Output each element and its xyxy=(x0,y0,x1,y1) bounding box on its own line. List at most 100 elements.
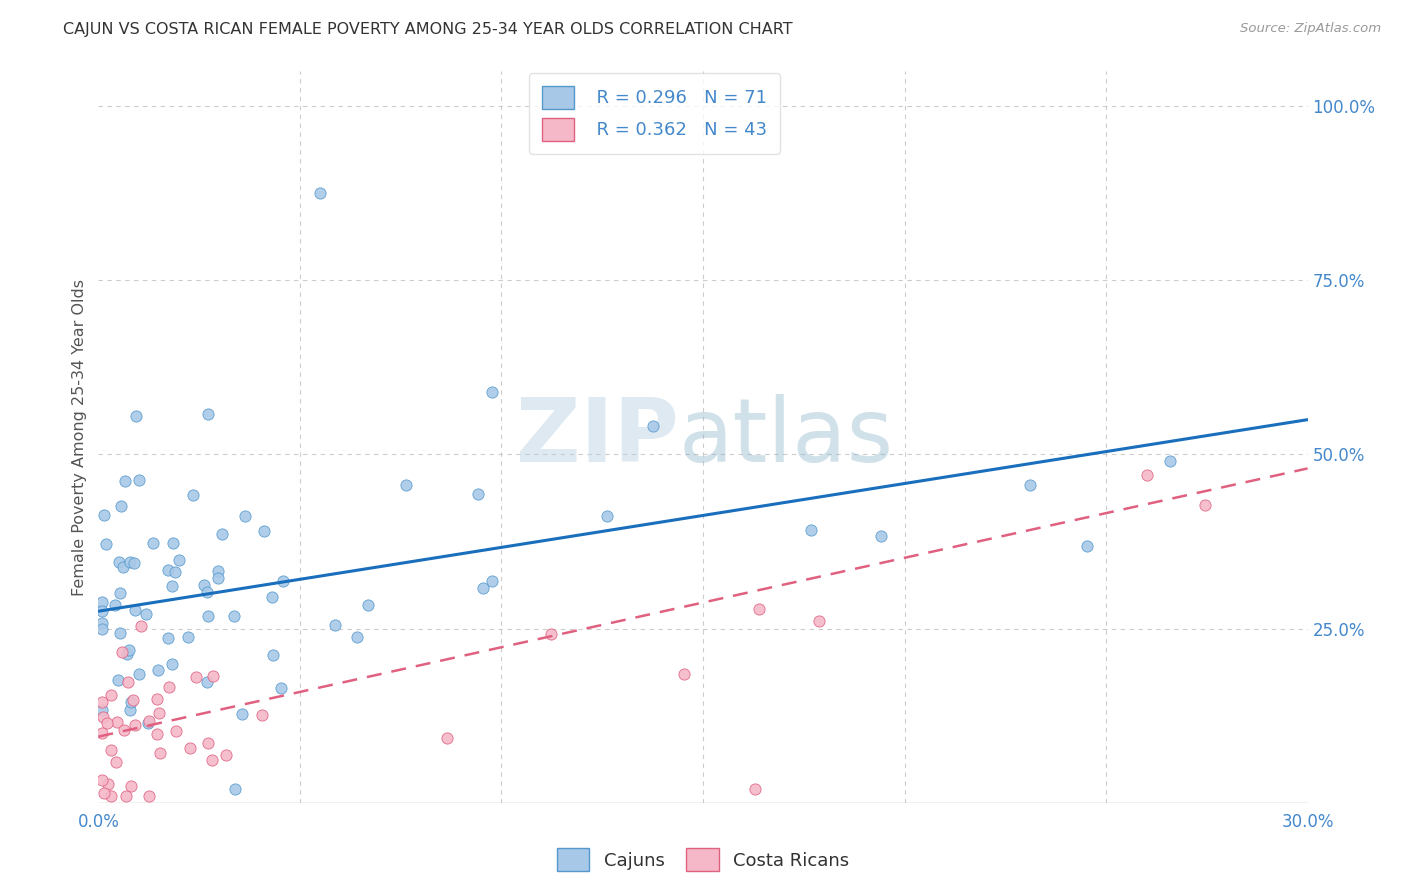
Point xyxy=(207,571,229,585)
Point xyxy=(224,781,246,796)
Point xyxy=(156,631,179,645)
Point xyxy=(179,740,201,755)
Point xyxy=(91,604,114,618)
Y-axis label: Female Poverty Among 25-34 Year Olds: Female Poverty Among 25-34 Year Olds xyxy=(72,278,87,596)
Point xyxy=(1194,499,1216,513)
Point xyxy=(91,710,114,724)
Point xyxy=(870,529,893,543)
Legend: Cajuns, Costa Ricans: Cajuns, Costa Ricans xyxy=(550,841,856,879)
Point xyxy=(112,723,135,737)
Point xyxy=(481,385,503,400)
Point xyxy=(436,731,458,746)
Point xyxy=(94,537,117,551)
Point xyxy=(160,657,183,671)
Point xyxy=(1159,454,1181,468)
Point xyxy=(309,186,332,201)
Point xyxy=(748,602,770,616)
Point xyxy=(91,772,114,787)
Point xyxy=(197,408,219,422)
Point xyxy=(136,716,159,731)
Point xyxy=(146,663,169,677)
Point xyxy=(120,695,142,709)
Point xyxy=(197,609,219,624)
Point xyxy=(744,781,766,796)
Point xyxy=(207,565,229,579)
Point xyxy=(97,777,120,791)
Legend:   R = 0.296   N = 71,   R = 0.362   N = 43: R = 0.296 N = 71, R = 0.362 N = 43 xyxy=(529,73,780,153)
Point xyxy=(105,755,128,769)
Point xyxy=(471,581,494,595)
Point xyxy=(118,555,141,569)
Point xyxy=(100,689,122,703)
Point xyxy=(100,743,122,757)
Text: ZIP: ZIP xyxy=(516,393,679,481)
Point xyxy=(117,675,139,690)
Point xyxy=(118,703,141,717)
Point xyxy=(193,577,215,591)
Point xyxy=(93,786,115,800)
Point xyxy=(138,714,160,728)
Point xyxy=(165,723,187,738)
Point xyxy=(110,586,132,600)
Point xyxy=(107,673,129,687)
Point xyxy=(231,706,253,721)
Point xyxy=(135,607,157,622)
Point xyxy=(114,789,136,803)
Point xyxy=(672,667,695,681)
Point xyxy=(184,670,207,684)
Point xyxy=(148,706,170,720)
Point xyxy=(91,725,114,739)
Point xyxy=(215,748,238,763)
Point xyxy=(108,626,131,640)
Point xyxy=(128,473,150,487)
Point xyxy=(91,622,114,636)
Point xyxy=(111,559,134,574)
Point xyxy=(162,536,184,550)
Point xyxy=(128,666,150,681)
Point xyxy=(540,627,562,641)
Point xyxy=(96,716,118,731)
Point xyxy=(148,746,170,760)
Text: Source: ZipAtlas.com: Source: ZipAtlas.com xyxy=(1240,22,1381,36)
Point xyxy=(176,631,198,645)
Point xyxy=(157,680,180,694)
Point xyxy=(121,693,143,707)
Point xyxy=(160,579,183,593)
Point xyxy=(262,648,284,663)
Point xyxy=(222,609,245,624)
Point xyxy=(118,642,141,657)
Point xyxy=(107,555,129,569)
Point xyxy=(120,779,142,793)
Point xyxy=(104,599,127,613)
Point xyxy=(253,524,276,538)
Point xyxy=(467,486,489,500)
Point xyxy=(146,727,169,741)
Point xyxy=(91,695,114,709)
Point xyxy=(252,708,274,723)
Point xyxy=(195,674,218,689)
Point xyxy=(91,703,114,717)
Point xyxy=(201,753,224,767)
Point xyxy=(1136,467,1159,482)
Point xyxy=(346,630,368,644)
Point xyxy=(145,692,167,706)
Point xyxy=(641,418,664,433)
Point xyxy=(93,508,115,523)
Point xyxy=(157,563,180,577)
Point xyxy=(100,789,122,803)
Point xyxy=(800,523,823,537)
Point xyxy=(169,553,191,567)
Point xyxy=(142,536,165,550)
Point xyxy=(233,509,256,524)
Point xyxy=(481,574,503,588)
Point xyxy=(395,477,418,491)
Point xyxy=(323,617,346,632)
Point xyxy=(195,584,218,599)
Point xyxy=(124,718,146,732)
Point xyxy=(111,645,134,659)
Point xyxy=(595,508,617,523)
Point xyxy=(110,499,132,513)
Point xyxy=(270,681,292,696)
Point xyxy=(197,736,219,750)
Point xyxy=(105,714,128,729)
